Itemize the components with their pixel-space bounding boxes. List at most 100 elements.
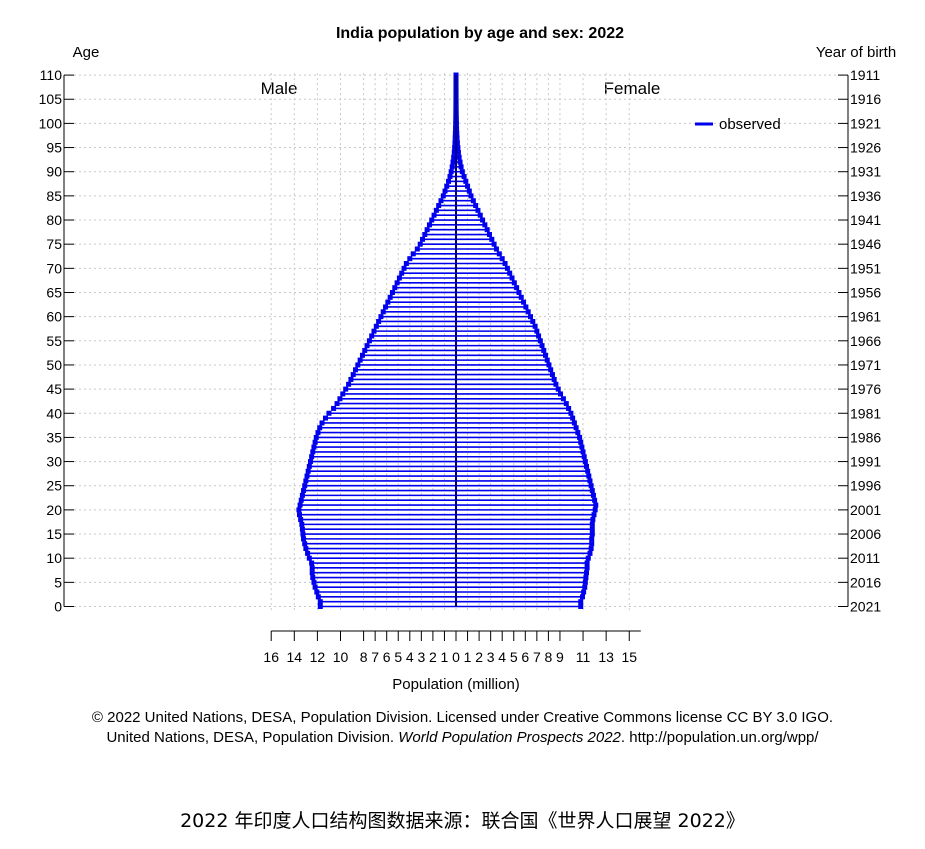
female-bar-end xyxy=(584,570,590,576)
year-tick-label: 1996 xyxy=(850,478,881,494)
year-tick-label: 1956 xyxy=(850,284,881,300)
age-tick-label: 90 xyxy=(46,164,62,180)
female-bar-end xyxy=(454,140,460,146)
female-bar-end xyxy=(499,256,505,262)
female-bar-end xyxy=(568,410,574,416)
male-bar-end xyxy=(383,304,389,310)
female-bar-end xyxy=(578,439,584,445)
male-bar-end xyxy=(447,174,453,180)
female-bar-end xyxy=(577,434,583,440)
age-tick-label: 30 xyxy=(46,454,62,470)
male-bar-end xyxy=(322,415,328,421)
population-tick-label: 12 xyxy=(310,649,326,665)
male-bar-end xyxy=(297,502,303,508)
female-bar-end xyxy=(578,599,584,605)
male-bar-end xyxy=(306,463,312,469)
male-bar-end xyxy=(450,159,456,165)
population-tick-label: 6 xyxy=(383,649,391,665)
female-bar-end xyxy=(480,217,486,223)
age-tick-label: 15 xyxy=(46,526,62,542)
year-tick-label: 1921 xyxy=(850,115,881,131)
male-bar-end xyxy=(299,521,305,527)
axes: 0510152025303540455055606570758085909510… xyxy=(39,67,882,665)
male-bar-end xyxy=(326,410,332,416)
male-bar-end xyxy=(444,183,450,189)
male-bar-end xyxy=(380,309,386,315)
male-group-label: Male xyxy=(261,79,298,98)
female-bar-end xyxy=(566,405,572,411)
female-bar-end xyxy=(587,478,593,484)
population-tick-label: 11 xyxy=(576,649,591,665)
female-bar-end xyxy=(496,251,502,257)
credit-line-2: United Nations, DESA, Population Divisio… xyxy=(0,729,925,746)
male-bar-end xyxy=(448,169,454,175)
age-tick-label: 35 xyxy=(46,429,62,445)
female-bar-end xyxy=(592,507,598,513)
male-bar-end xyxy=(317,425,323,431)
male-bar-end xyxy=(314,589,320,595)
male-bar-end xyxy=(317,604,323,609)
male-bar-end xyxy=(394,280,400,286)
male-bar-end xyxy=(362,347,368,353)
male-bar-end xyxy=(414,246,420,252)
female-bar-end xyxy=(530,318,536,324)
female-bar-end xyxy=(582,579,588,585)
age-tick-label: 65 xyxy=(46,284,62,300)
age-tick-label: 75 xyxy=(46,236,62,252)
male-bar-end xyxy=(317,599,323,605)
male-bar-end xyxy=(311,579,317,585)
male-bar-end xyxy=(442,188,448,194)
male-bar-end xyxy=(429,217,435,223)
age-tick-label: 45 xyxy=(46,381,62,397)
population-tick-label: 1 xyxy=(464,649,472,665)
female-bar-end xyxy=(590,492,596,498)
population-tick-label: 0 xyxy=(452,649,460,665)
female-bar-end xyxy=(585,468,591,474)
female-bar-end xyxy=(491,241,497,247)
population-tick-label: 2 xyxy=(475,649,483,665)
year-tick-label: 2021 xyxy=(850,599,881,615)
male-bar-end xyxy=(300,531,306,537)
male-bar-end xyxy=(392,285,398,291)
x-axis-title: Population (million) xyxy=(392,676,520,693)
female-bar-end xyxy=(527,314,533,320)
male-bar-end xyxy=(296,507,302,513)
population-tick-label: 2 xyxy=(429,649,437,665)
year-tick-label: 2001 xyxy=(850,502,881,518)
male-bar-end xyxy=(378,314,384,320)
population-tick-label: 13 xyxy=(598,649,614,665)
year-tick-label: 1971 xyxy=(850,357,881,373)
male-bar-end xyxy=(301,536,307,542)
female-bar-end xyxy=(539,343,545,349)
male-bar-end xyxy=(373,323,379,329)
age-tick-label: 0 xyxy=(54,599,62,615)
female-bar-end xyxy=(563,401,569,407)
male-bar-end xyxy=(305,468,311,474)
population-tick-label: 7 xyxy=(371,649,379,665)
female-bar-end xyxy=(454,135,460,141)
male-bar-end xyxy=(452,145,458,151)
male-bar-end xyxy=(420,236,426,242)
female-bar-end xyxy=(583,575,589,581)
male-bar-end xyxy=(301,488,307,494)
female-bar-end xyxy=(584,565,590,571)
female-bar-end xyxy=(458,164,464,170)
male-bar-end xyxy=(401,265,407,271)
age-tick-label: 110 xyxy=(40,67,63,83)
female-bar-end xyxy=(455,145,461,151)
female-bar-end xyxy=(589,488,595,494)
female-bar-end xyxy=(589,521,595,527)
male-bar-end xyxy=(371,328,377,334)
year-tick-label: 1931 xyxy=(850,164,881,180)
male-bar-end xyxy=(298,497,304,503)
year-tick-label: 1936 xyxy=(850,188,881,204)
credit-line-2-prefix: United Nations, DESA, Population Divisio… xyxy=(106,729,399,746)
female-bar-end xyxy=(493,246,499,252)
male-bar-end xyxy=(353,367,359,373)
age-tick-label: 50 xyxy=(46,357,62,373)
male-bar-end xyxy=(310,449,316,455)
female-bar-end xyxy=(536,333,542,339)
female-bar-end xyxy=(587,550,593,556)
population-pyramid-chart: India population by age and sex: 2022 Ag… xyxy=(39,25,897,693)
female-bar-end xyxy=(473,203,479,209)
